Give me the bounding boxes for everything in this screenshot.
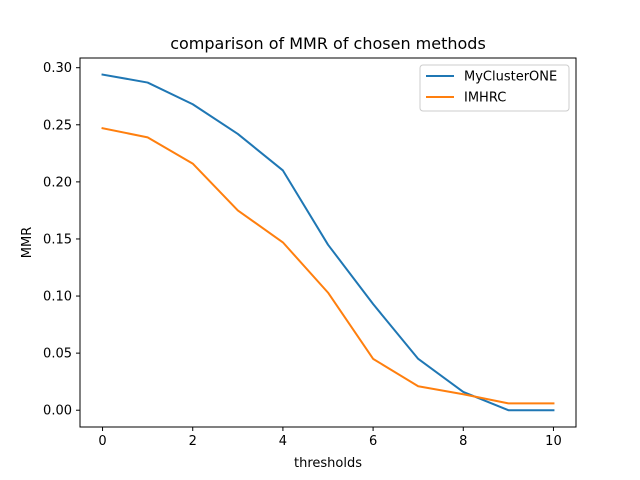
x-tick-label: 10 xyxy=(545,434,562,449)
legend-label-myclusterone: MyClusterONE xyxy=(464,70,557,85)
y-tick-label: 0.10 xyxy=(43,290,72,305)
legend: MyClusterONE IMHRC xyxy=(419,64,570,112)
y-tick-label: 0.15 xyxy=(43,232,72,247)
y-axis-ticks: 0.00 0.05 0.10 0.15 0.20 0.25 0.30 xyxy=(43,61,80,419)
x-tick-label: 4 xyxy=(279,434,287,449)
x-tick-label: 0 xyxy=(98,434,106,449)
x-tick-label: 8 xyxy=(459,434,467,449)
y-tick-label: 0.30 xyxy=(43,61,72,76)
y-axis-label: MMR xyxy=(20,227,35,258)
legend-frame xyxy=(419,64,570,112)
y-tick-label: 0.05 xyxy=(43,347,72,362)
y-tick-label: 0.25 xyxy=(43,118,72,133)
y-tick-label: 0.20 xyxy=(43,175,72,190)
series-layer xyxy=(101,73,555,412)
axes-frame xyxy=(79,57,577,428)
series-line-imhrc xyxy=(101,127,555,405)
x-axis-label: thresholds xyxy=(294,456,362,471)
y-tick-label: 0.00 xyxy=(43,404,72,419)
x-axis-ticks: 0 2 4 6 8 10 xyxy=(98,427,562,449)
x-tick-label: 6 xyxy=(369,434,377,449)
legend-label-imhrc: IMHRC xyxy=(464,91,506,106)
x-tick-label: 2 xyxy=(189,434,197,449)
plot-area xyxy=(79,57,577,428)
chart-title: comparison of MMR of chosen methods xyxy=(170,34,486,53)
